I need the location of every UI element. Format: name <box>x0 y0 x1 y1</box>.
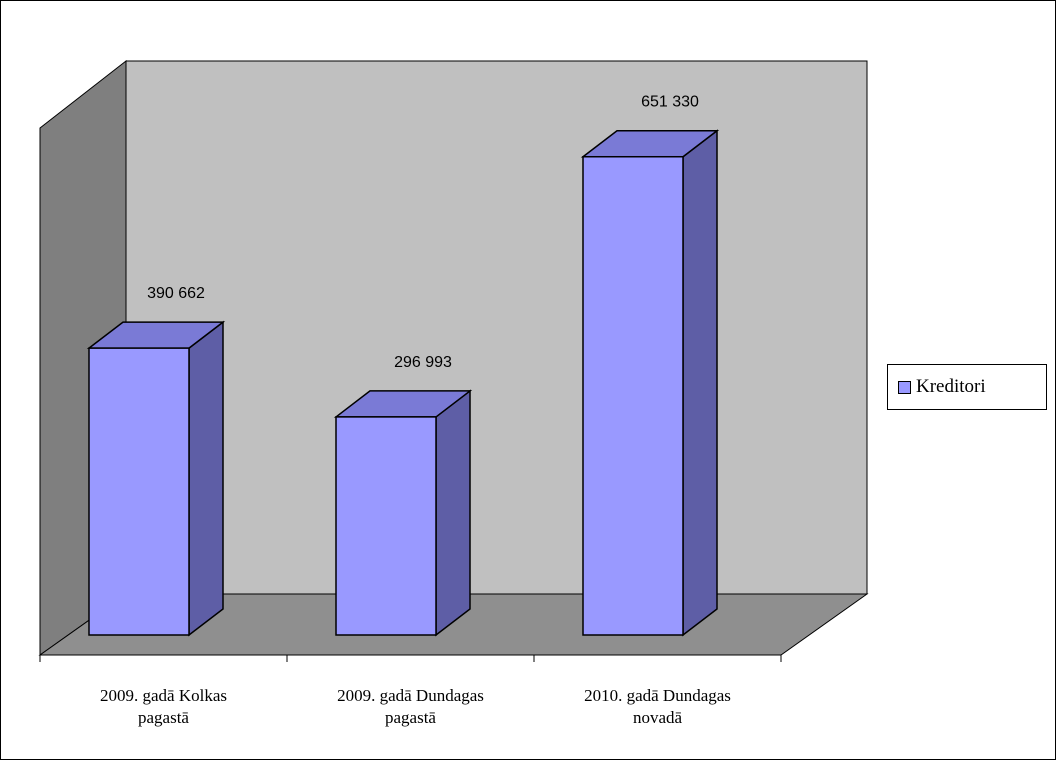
bar-3 <box>580 129 720 637</box>
category-label-2: 2009. gadā Dundagas pagastā <box>337 686 484 727</box>
bar-front-face <box>582 155 684 636</box>
x-axis-ticks <box>39 655 782 662</box>
bar-2 <box>333 389 473 637</box>
x-axis-category-labels: 2009. gadā Kolkas pagastā 2009. gadā Dunda… <box>100 686 731 727</box>
bar-front-face <box>88 347 190 636</box>
bar-side-face <box>188 320 224 637</box>
bar-side-face <box>682 129 718 637</box>
category-label-3: 2010. gadā Dundagas novadā <box>584 686 731 727</box>
data-labels-group: 390 662 296 993 651 330 <box>147 94 699 371</box>
back-wall <box>125 60 868 595</box>
data-label-2: 296 993 <box>394 354 452 371</box>
legend-label: Kreditori <box>916 376 986 397</box>
bars-group <box>86 129 720 637</box>
data-label-1: 390 662 <box>147 285 205 302</box>
legend-swatch <box>898 380 911 394</box>
legend: Kreditori <box>887 364 1047 410</box>
bar-side-face <box>435 389 471 637</box>
data-label-3: 651 330 <box>641 94 699 111</box>
bar-front-face <box>335 416 437 636</box>
category-label-1: 2009. gadā Kolkas pagastā <box>100 686 227 727</box>
bar-1 <box>86 320 226 637</box>
